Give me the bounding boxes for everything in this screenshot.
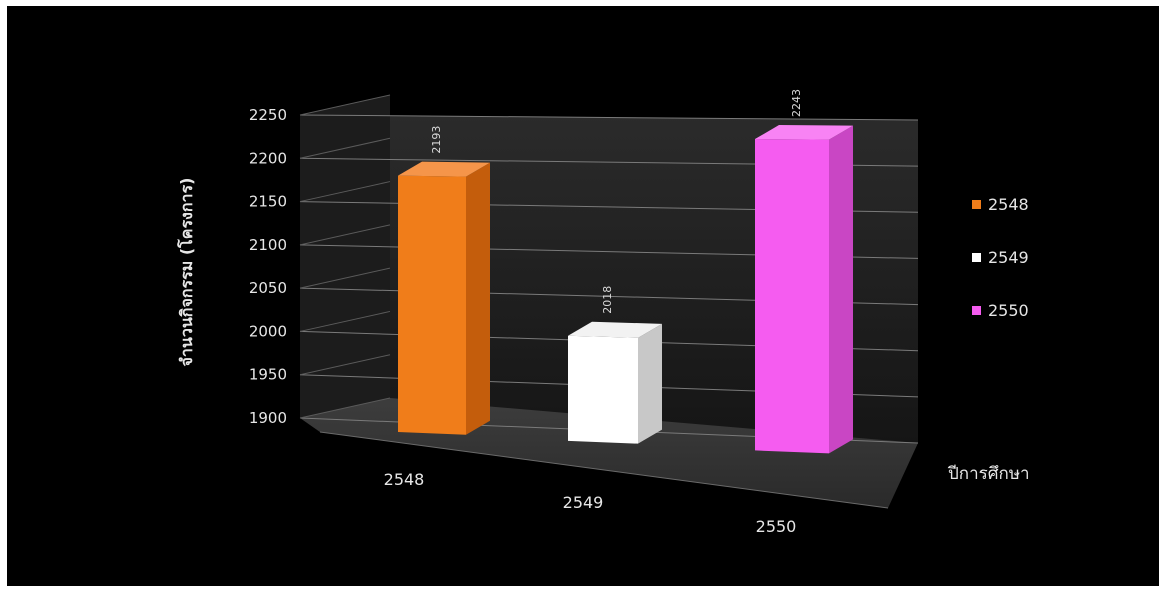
- y-tick-label: 1900: [249, 409, 287, 427]
- legend-item: 2550: [972, 301, 1029, 320]
- y-tick-label: 2100: [249, 236, 287, 254]
- legend-item: 2549: [972, 248, 1029, 267]
- left-wall: [300, 95, 390, 418]
- y-tick-label: 2000: [249, 322, 287, 340]
- data-label: 2243: [790, 89, 803, 117]
- y-axis-ticks: 1900 1950 2000 2050 2100 2150 2200 2250: [249, 106, 287, 427]
- bar-side: [829, 126, 853, 454]
- y-tick-label: 2050: [249, 279, 287, 297]
- legend-swatch: [972, 200, 981, 209]
- bar-front: [398, 176, 466, 435]
- data-label: 2193: [430, 126, 443, 154]
- x-axis-title: ปีการศึกษา: [947, 464, 1029, 484]
- data-label: 2018: [601, 286, 614, 314]
- bar-side: [638, 324, 662, 444]
- y-tick-label: 2150: [249, 193, 287, 211]
- bar-front: [755, 139, 829, 453]
- legend-item: 2548: [972, 195, 1029, 214]
- legend-label: 2548: [988, 195, 1029, 214]
- y-axis-title: จำนวนกิจกรรม (โครงการ): [176, 178, 196, 367]
- bar-2548: 2193: [398, 126, 490, 435]
- legend: 2548 2549 2550: [972, 195, 1029, 320]
- legend-swatch: [972, 253, 981, 262]
- bar-2550: 2243: [755, 89, 853, 453]
- x-category-label: 2550: [756, 517, 797, 536]
- legend-label: 2550: [988, 301, 1029, 320]
- x-category-label: 2549: [563, 493, 604, 512]
- legend-label: 2549: [988, 248, 1029, 267]
- bar-side: [466, 163, 490, 435]
- y-tick-label: 1950: [249, 366, 287, 384]
- legend-swatch: [972, 306, 981, 315]
- x-category-label: 2548: [384, 470, 425, 489]
- y-tick-label: 2250: [249, 106, 287, 124]
- bar-front: [568, 336, 638, 444]
- y-tick-label: 2200: [249, 149, 287, 167]
